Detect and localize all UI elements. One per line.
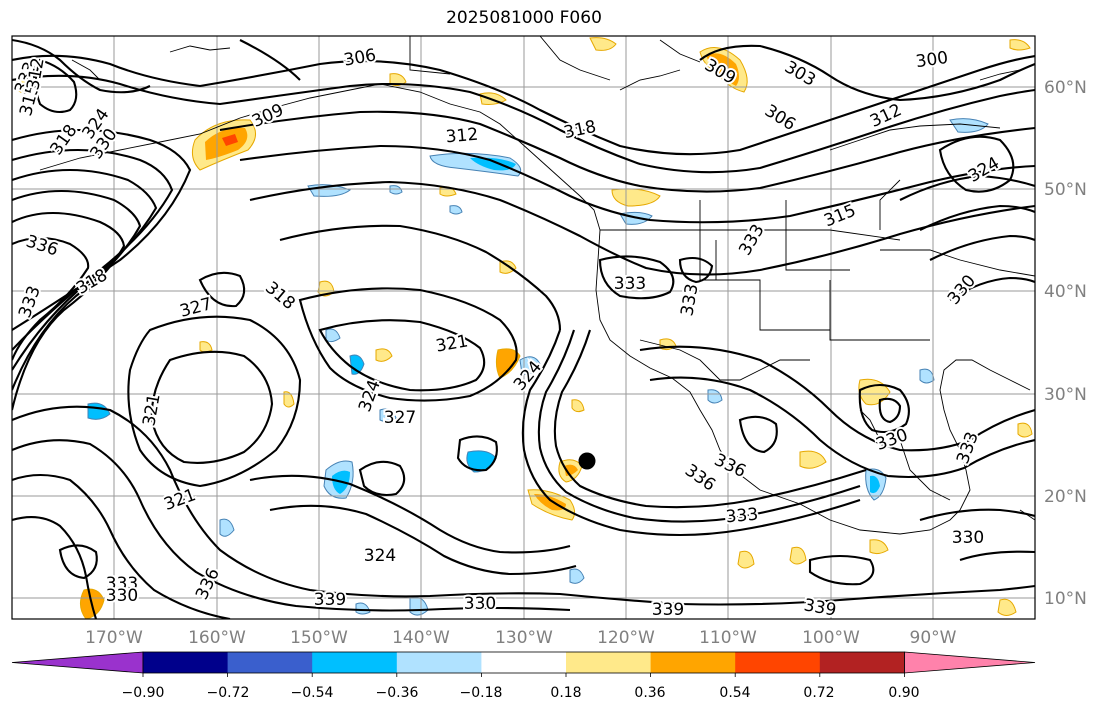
colorbar-frame xyxy=(142,651,905,674)
contour-label: 330 xyxy=(106,586,138,606)
lat-label: 10°N xyxy=(1044,589,1087,609)
contour-label: 327 xyxy=(384,408,416,428)
colorbar-tick-label: 0.36 xyxy=(634,685,665,701)
contour-label: 330 xyxy=(952,528,984,548)
colorbar-tick-label: 0.18 xyxy=(550,685,581,701)
lat-label: 40°N xyxy=(1044,282,1087,302)
colorbar-segment xyxy=(227,652,313,673)
colorbar-segment xyxy=(312,652,398,673)
colorbar-tick-label: −0.18 xyxy=(460,685,503,701)
lon-label: 120°W xyxy=(597,628,655,648)
colorbar-tick-label: 0.72 xyxy=(803,685,834,701)
contour-label: 306 xyxy=(342,45,377,70)
colorbar-segment xyxy=(143,652,229,673)
lat-label: 50°N xyxy=(1044,180,1087,200)
contour-label: 339 xyxy=(314,590,346,610)
lon-label: 160°W xyxy=(188,628,246,648)
latitude-labels: 60°N 50°N 40°N 30°N 20°N 10°N xyxy=(1044,78,1087,609)
contour-label: 324 xyxy=(364,546,396,566)
colorbar-segment xyxy=(650,652,736,673)
colorbar-extend-low xyxy=(11,651,144,674)
lat-label: 20°N xyxy=(1044,487,1087,507)
lon-label: 130°W xyxy=(495,628,553,648)
storm-marker xyxy=(578,452,596,470)
colorbar-segment xyxy=(396,652,482,673)
lon-label: 170°W xyxy=(85,628,143,648)
longitude-labels: 170°W 160°W 150°W 140°W 130°W 120°W 110°… xyxy=(85,628,957,648)
lon-label: 100°W xyxy=(802,628,860,648)
colorbar-segment xyxy=(481,652,567,673)
contour-label: 339 xyxy=(652,600,684,620)
colorbar-tick-label: −0.90 xyxy=(122,685,165,701)
colorbar xyxy=(11,651,1036,677)
contour-lines xyxy=(12,38,1035,619)
contour-label: 333 xyxy=(725,505,759,528)
colorbar-tick-label: −0.36 xyxy=(376,685,419,701)
lon-label: 140°W xyxy=(392,628,450,648)
colorbar-tick-label: 0.90 xyxy=(888,685,919,701)
colorbar-segment xyxy=(819,652,905,673)
coastlines xyxy=(39,36,1035,535)
colorbar-segment xyxy=(735,652,821,673)
lat-label: 60°N xyxy=(1044,78,1087,98)
colorbar-tick-labels: −0.90 −0.72 −0.54 −0.36 −0.18 0.18 0.36 … xyxy=(122,685,920,701)
map-frame xyxy=(11,35,1036,620)
lon-label: 90°W xyxy=(910,628,957,648)
lat-label: 30°N xyxy=(1044,385,1087,405)
colorbar-tick-label: −0.72 xyxy=(207,685,250,701)
contour-label: 330 xyxy=(464,594,496,614)
shaded-patches xyxy=(17,37,1033,619)
colorbar-tick-label: −0.54 xyxy=(291,685,334,701)
contour-label: 333 xyxy=(614,274,646,294)
contour-label: 333 xyxy=(106,574,138,594)
contour-label: 312 xyxy=(445,125,479,148)
colorbar-extend-high xyxy=(904,651,1036,674)
lon-label: 150°W xyxy=(290,628,348,648)
colorbar-segment xyxy=(566,652,652,673)
colorbar-tick-label: 0.54 xyxy=(719,685,750,701)
plot-title: 2025081000 F060 xyxy=(446,8,602,28)
lon-label: 110°W xyxy=(699,628,757,648)
